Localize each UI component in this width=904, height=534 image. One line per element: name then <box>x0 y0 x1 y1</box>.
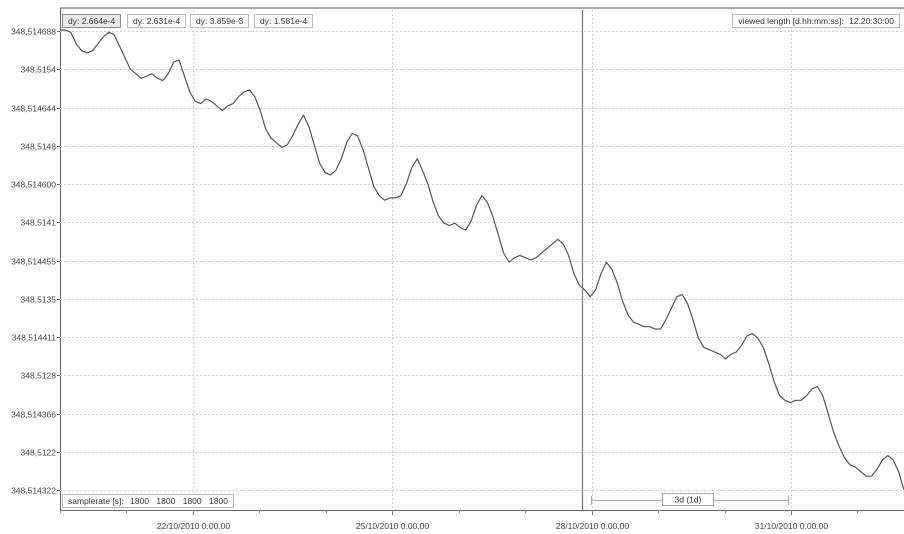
samplerate-value: 1800 <box>156 496 176 506</box>
y-tick-label: 348,514455 <box>11 257 56 267</box>
x-tick-label: 31/10/2010 0.00.00 <box>755 521 829 531</box>
y-tick-label: 348,5135 <box>21 295 57 305</box>
x-grid <box>193 10 792 515</box>
y-tick-label: 348,514322 <box>11 486 56 496</box>
y-tick-label: 348,5141 <box>21 218 57 228</box>
viewed-length-label: viewed length [d.hh:mm:ss]: <box>738 16 844 26</box>
samplerate-value: 1800 <box>182 496 202 506</box>
x-tick-label: 28/10/2010 0.00.00 <box>556 521 630 531</box>
y-tick-label: 348,5122 <box>21 448 57 458</box>
y-grid <box>57 31 904 491</box>
y-tick-label: 348,5148 <box>21 142 57 152</box>
samplerate-label: samplerate [s]: <box>68 496 124 506</box>
samplerate-value: 1800 <box>209 496 228 506</box>
y-tick-labels: 348,514688 348,5154 348,514644 348,5148 348,… <box>11 27 56 496</box>
dy-readout-3[interactable]: dy: 3.859e-3 <box>190 14 250 28</box>
y-tick-label: 348,514688 <box>11 27 56 37</box>
dy-readout-2[interactable]: dy: 2.631e-4 <box>127 14 187 28</box>
viewed-length-value: 12.20:30:00 <box>849 16 894 26</box>
series-line <box>60 29 904 491</box>
y-tick-label: 348,514366 <box>11 410 56 420</box>
y-tick-label: 348,5128 <box>21 371 57 381</box>
y-tick-label: 348,5154 <box>21 65 57 75</box>
y-tick-label: 348,514644 <box>11 104 56 114</box>
span-marker-label: 3d (1d) <box>675 495 702 505</box>
viewed-length-readout[interactable]: viewed length [d.hh:mm:ss]: 12.20:30:00 <box>732 14 900 28</box>
dy-readout-1[interactable]: dy: 2.664e-4 <box>62 14 122 28</box>
x-minor-ticks <box>60 510 858 513</box>
x-tick-label: 25/10/2010 0.00.00 <box>356 521 430 531</box>
y-tick-label: 348,514600 <box>11 180 56 190</box>
x-tick-label: 22/10/2010 0.00.00 <box>157 521 231 531</box>
dy-readout-4[interactable]: dy: 1.581e-4 <box>254 14 314 28</box>
y-tick-label: 348,514411 <box>12 333 57 343</box>
samplerate-value: 1800 <box>130 496 150 506</box>
x-tick-labels: 22/10/2010 0.00.00 25/10/2010 0.00.00 28/1… <box>157 521 829 531</box>
span-marker-box <box>662 493 714 506</box>
span-marker[interactable]: 3d (1d) <box>591 493 789 506</box>
samplerate-readout: samplerate [s]: 1800 1800 1800 1800 <box>62 494 234 508</box>
